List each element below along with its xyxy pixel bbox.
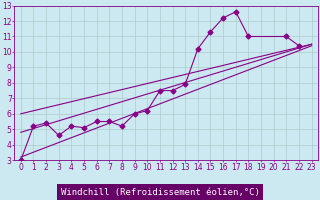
Text: Windchill (Refroidissement éolien,°C): Windchill (Refroidissement éolien,°C)	[60, 188, 260, 196]
